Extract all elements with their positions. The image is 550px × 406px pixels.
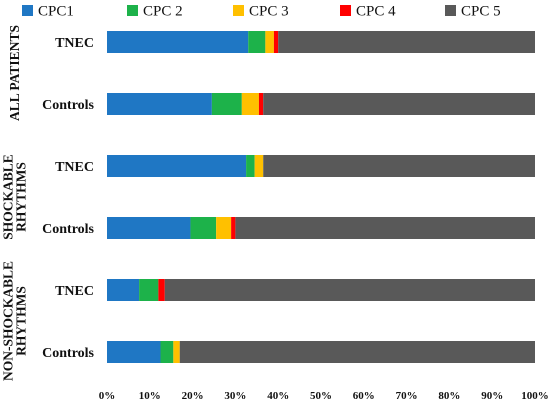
bar-segment-row1-cpc4 <box>273 31 279 53</box>
bar-segment-row1-cpc1 <box>107 31 249 53</box>
legend-label-2: CPC 2 <box>143 4 183 20</box>
bar-segment-row6-cpc1 <box>107 341 161 363</box>
bar-segment-row6-cpc2 <box>160 341 174 363</box>
legend-swatch-2 <box>127 5 138 16</box>
group-label-3-line-1: NON-SHOCKABLE <box>1 261 16 381</box>
x-tick-label-9: 90% <box>481 390 503 402</box>
bar-segment-row2-cpc2 <box>211 93 242 115</box>
x-tick-label-7: 70% <box>396 390 418 402</box>
category-label-2: Controls <box>42 98 94 113</box>
bar-segment-row4-cpc4 <box>231 217 236 239</box>
legend-label-5: CPC 5 <box>461 4 501 20</box>
legend-label-4: CPC 4 <box>356 4 396 20</box>
category-label-6: Controls <box>42 346 94 361</box>
bar-segment-row5-cpc1 <box>107 279 140 301</box>
category-label-1: TNEC <box>55 36 94 51</box>
group-label-1: ALL PATIENTS <box>7 25 22 121</box>
group-labels: ALL PATIENTSSHOCKABLERHYTHMSNON-SHOCKABL… <box>1 25 29 381</box>
bar-segment-row2-cpc1 <box>107 93 212 115</box>
x-axis: 0% 10% 20% 30% 40% 50% 60% 70% 80% 90% 100% <box>99 390 549 402</box>
x-tick-label-3: 30% <box>224 390 246 402</box>
legend-swatch-5 <box>445 5 456 16</box>
legend-swatch-4 <box>340 5 351 16</box>
legend-label-1: CPC1 <box>38 4 74 20</box>
bar-segment-row1-cpc5 <box>278 31 535 53</box>
bar-segment-row5-cpc5 <box>164 279 535 301</box>
group-label-2-line-1: SHOCKABLE <box>1 154 16 240</box>
bar-segment-row4-cpc1 <box>107 217 191 239</box>
x-tick-label-1: 10% <box>139 390 161 402</box>
bar-segment-row4-cpc2 <box>190 217 217 239</box>
bar-segment-row4-cpc3 <box>216 217 232 239</box>
legend-label-3: CPC 3 <box>249 4 289 20</box>
bars <box>107 31 535 363</box>
bar-segment-row5-cpc4 <box>158 279 165 301</box>
bar-segment-row3-cpc5 <box>263 155 535 177</box>
x-tick-label-10: 100% <box>521 390 549 402</box>
bar-segment-row2-cpc3 <box>241 93 259 115</box>
x-tick-label-5: 50% <box>310 390 332 402</box>
category-label-3: TNEC <box>55 160 94 175</box>
group-label-3-line-2: RHYTHMS <box>14 286 29 356</box>
category-label-4: Controls <box>42 222 94 237</box>
category-label-5: TNEC <box>55 284 94 299</box>
bar-segment-row1-cpc2 <box>248 31 266 53</box>
bar-segment-row4-cpc5 <box>235 217 535 239</box>
bar-segment-row2-cpc5 <box>263 93 535 115</box>
bar-segment-row5-cpc2 <box>139 279 159 301</box>
group-label-2-line-2: RHYTHMS <box>14 162 29 232</box>
legend-swatch-3 <box>233 5 244 16</box>
x-tick-label-4: 40% <box>267 390 289 402</box>
bar-segment-row3-cpc1 <box>107 155 247 177</box>
x-tick-label-8: 80% <box>438 390 460 402</box>
bar-segment-row6-cpc3 <box>173 341 180 363</box>
x-tick-label-2: 20% <box>182 390 204 402</box>
legend-swatch-1 <box>22 5 33 16</box>
x-tick-label-0: 0% <box>99 390 116 402</box>
category-labels: TNEC Controls TNEC Controls TNEC Controls <box>42 36 94 361</box>
legend: CPC1 CPC 2 CPC 3 CPC 4 CPC 5 <box>22 4 501 20</box>
bar-segment-row1-cpc3 <box>265 31 274 53</box>
bar-segment-row3-cpc3 <box>254 155 264 177</box>
x-tick-label-6: 60% <box>353 390 375 402</box>
bar-segment-row3-cpc2 <box>246 155 255 177</box>
bar-segment-row6-cpc5 <box>179 341 535 363</box>
bar-segment-row2-cpc4 <box>258 93 264 115</box>
